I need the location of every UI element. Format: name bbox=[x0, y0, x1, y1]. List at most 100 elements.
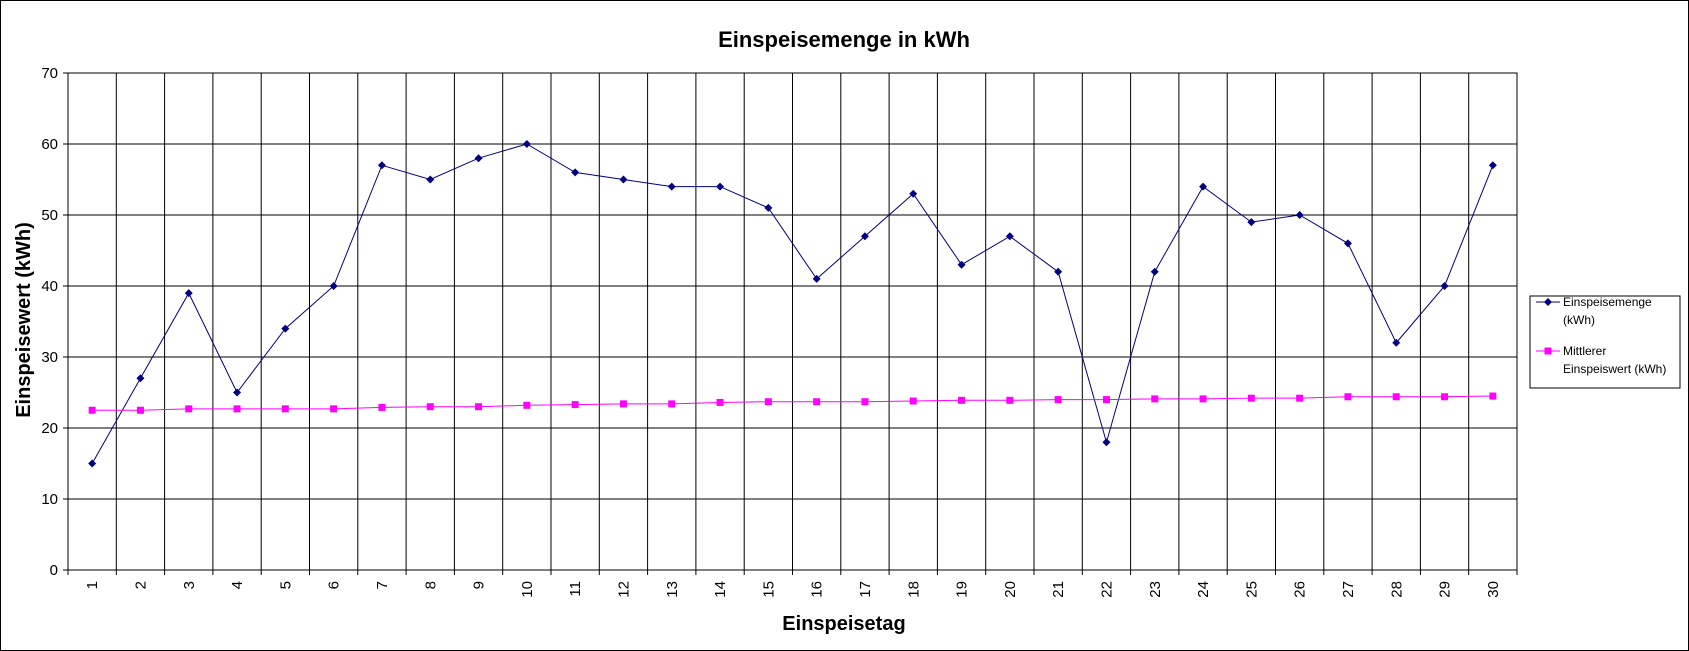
x-tick-label: 2 bbox=[132, 581, 149, 589]
legend-box bbox=[1529, 295, 1681, 389]
legend-label: (kWh) bbox=[1563, 313, 1595, 327]
x-tick-label: 21 bbox=[1050, 581, 1067, 598]
data-point-diamond bbox=[136, 374, 145, 383]
data-point-diamond bbox=[474, 154, 483, 163]
data-point-diamond bbox=[329, 282, 338, 290]
y-axis-title: Einspeisewert (kWh) bbox=[13, 222, 35, 418]
data-point-square bbox=[426, 403, 434, 411]
x-tick-label: 9 bbox=[471, 581, 488, 589]
y-tick-label: 70 bbox=[41, 65, 58, 82]
data-point-square bbox=[1441, 393, 1449, 401]
x-tick-label: 28 bbox=[1388, 581, 1405, 598]
y-tick-label: 10 bbox=[41, 491, 58, 508]
data-point-square bbox=[136, 406, 144, 414]
data-point-diamond bbox=[571, 168, 580, 177]
data-point-diamond bbox=[764, 203, 773, 212]
x-tick-label: 19 bbox=[954, 581, 971, 598]
data-point-diamond bbox=[233, 388, 242, 397]
y-tick-label: 20 bbox=[41, 420, 58, 437]
x-tick-label: 15 bbox=[760, 581, 777, 598]
x-tick-label: 3 bbox=[181, 581, 198, 589]
data-point-square bbox=[475, 403, 483, 411]
data-point-square bbox=[909, 397, 917, 405]
grid bbox=[68, 72, 1517, 570]
x-axis-title: Einspeisetag bbox=[782, 613, 905, 635]
data-point-diamond bbox=[1102, 438, 1111, 447]
data-point-diamond bbox=[909, 189, 918, 198]
data-point-diamond bbox=[812, 274, 821, 283]
x-tick-label: 5 bbox=[277, 581, 294, 589]
data-point-diamond bbox=[1392, 338, 1401, 347]
data-point-square bbox=[1054, 396, 1062, 404]
data-point-diamond bbox=[1150, 267, 1159, 276]
data-point-square bbox=[233, 405, 241, 413]
data-point-square bbox=[1489, 392, 1497, 400]
chart-title: Einspeisemenge in kWh bbox=[718, 27, 970, 52]
data-point-square bbox=[185, 405, 193, 413]
legend-label: Einspeisemenge bbox=[1563, 295, 1652, 309]
data-point-square bbox=[716, 398, 724, 406]
data-point-diamond bbox=[184, 289, 193, 298]
x-tick-label: 8 bbox=[422, 581, 439, 589]
x-tick-label: 4 bbox=[229, 581, 246, 589]
y-tick-label: 40 bbox=[41, 278, 58, 295]
data-point-diamond bbox=[1199, 182, 1208, 191]
x-tick-label: 11 bbox=[567, 581, 584, 597]
x-tick-label: 24 bbox=[1195, 581, 1212, 598]
series-line-1 bbox=[91, 143, 1494, 464]
data-point-diamond bbox=[860, 232, 869, 241]
x-tick-label: 6 bbox=[326, 581, 343, 589]
data-point-diamond bbox=[281, 324, 290, 333]
x-tick-label: 13 bbox=[664, 581, 681, 598]
data-point-diamond bbox=[619, 175, 628, 184]
data-point-square bbox=[330, 405, 338, 413]
x-tick-label: 18 bbox=[905, 581, 922, 598]
series-layer bbox=[88, 140, 1497, 468]
y-tick-label: 30 bbox=[41, 349, 58, 366]
data-point-diamond bbox=[716, 182, 725, 191]
data-point-square bbox=[378, 403, 386, 411]
x-tick-label: 29 bbox=[1437, 581, 1454, 598]
data-point-square bbox=[764, 398, 772, 406]
legend-label: Einspeiswert (kWh) bbox=[1563, 362, 1666, 376]
x-tick-label: 10 bbox=[519, 581, 536, 598]
data-point-square bbox=[88, 406, 96, 414]
x-tick-label: 1 bbox=[84, 581, 101, 589]
data-point-diamond bbox=[522, 140, 531, 148]
data-point-square bbox=[668, 400, 676, 408]
y-tick-label: 60 bbox=[41, 136, 58, 153]
legend: Einspeisemenge (kWh) Mittlerer Einspeiswert… bbox=[1529, 295, 1681, 389]
data-point-square bbox=[619, 400, 627, 408]
x-tick-label: 14 bbox=[712, 581, 729, 598]
y-tick-label: 0 bbox=[50, 562, 58, 579]
x-tick-label: 16 bbox=[809, 581, 826, 598]
data-point-square bbox=[523, 401, 531, 409]
data-point-square bbox=[958, 396, 966, 404]
data-point-square bbox=[1006, 396, 1014, 404]
series-line-2 bbox=[92, 395, 1493, 411]
x-tick-label: 7 bbox=[374, 581, 391, 589]
x-tick-label: 25 bbox=[1243, 581, 1260, 598]
data-point-diamond bbox=[88, 459, 97, 468]
data-point-diamond bbox=[1488, 161, 1497, 170]
data-point-diamond bbox=[1295, 211, 1304, 219]
data-point-square bbox=[1344, 393, 1352, 401]
data-point-diamond bbox=[1343, 239, 1352, 248]
data-point-square bbox=[1296, 394, 1304, 402]
x-tick-label: 17 bbox=[857, 581, 874, 598]
data-point-diamond bbox=[1440, 282, 1449, 290]
data-point-square bbox=[1247, 394, 1255, 402]
legend-marker-diamond bbox=[1544, 298, 1552, 306]
data-point-square bbox=[571, 401, 579, 409]
data-point-square bbox=[1151, 395, 1159, 403]
x-tick-label: 23 bbox=[1147, 581, 1164, 598]
x-tick-label: 26 bbox=[1292, 581, 1309, 598]
x-tick-label: 30 bbox=[1485, 581, 1502, 598]
data-point-diamond bbox=[1054, 267, 1063, 276]
data-point-diamond bbox=[667, 182, 676, 191]
data-point-diamond bbox=[957, 260, 966, 269]
data-point-diamond bbox=[377, 161, 386, 170]
